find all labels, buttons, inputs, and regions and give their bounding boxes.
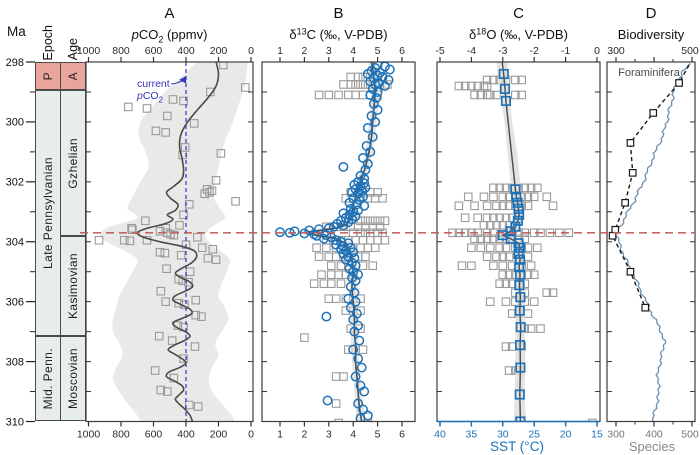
pco2-panel-content — [94, 62, 250, 422]
bottom-tick-label: 1 — [277, 429, 283, 441]
top-tick-label: 500 — [681, 45, 699, 57]
top-tick-label: -3 — [498, 45, 507, 57]
bottom-tick-label: 400 — [645, 429, 663, 441]
species-richness-curve — [614, 63, 691, 422]
panel-D-title: Biodiversity — [618, 27, 685, 42]
panel-A-letter: A — [164, 5, 174, 22]
bottom-tick-label: 500 — [681, 429, 699, 441]
top-tick-label: -5 — [435, 45, 444, 57]
bottom-tick-label: 400 — [177, 429, 195, 441]
bottom-tick-label: 6 — [399, 429, 405, 441]
bottom-tick-label: 200 — [210, 429, 228, 441]
ma-tick-label: 302 — [6, 177, 24, 189]
panel-C-title: δ18O (‰, V-PDB) — [469, 27, 568, 43]
annotation-arrow — [170, 76, 187, 85]
species-axis-title: Species — [629, 439, 676, 454]
top-tick-label: 4 — [350, 45, 356, 57]
top-tick-label: 3 — [326, 45, 332, 57]
top-tick-label: 800 — [112, 45, 130, 57]
d13c-loess-curve — [305, 62, 377, 422]
biodiversity-panel-content — [608, 63, 691, 422]
top-tick-label: 5 — [375, 45, 381, 57]
bottom-tick-label: 1000 — [77, 429, 101, 441]
panel-B-title: δ13C (‰, V-PDB) — [289, 27, 387, 43]
top-tick-label: -2 — [530, 45, 539, 57]
top-tick-label: 0 — [594, 45, 600, 57]
top-tick-label: 1000 — [77, 45, 101, 57]
sst-tick-label: 35 — [466, 429, 478, 441]
sst-axis: 40 35 30 25 20 15 SST (°C) — [434, 420, 603, 454]
sst-tick-label: 25 — [528, 429, 540, 441]
ma-axis-title: Ma — [7, 24, 26, 39]
bottom-tick-label: 3 — [326, 429, 332, 441]
top-tick-label: 300 — [607, 45, 625, 57]
panel-A-title: pCO2 (ppmv) — [131, 27, 208, 45]
foraminifera-squares — [608, 79, 683, 312]
sst-tick-label: 30 — [497, 429, 509, 441]
sst-tick-label: 15 — [591, 429, 603, 441]
top-tick-label: 2 — [301, 45, 307, 57]
ma-tick-label: 308 — [6, 356, 24, 368]
epoch-box-late-pennsylvanian: Late Pennsylvanian — [35, 90, 61, 337]
age-box-gzhelian: Gzhelian — [60, 90, 86, 236]
d13c-panel-content — [275, 62, 395, 422]
top-tick-label: 400 — [177, 45, 195, 57]
bottom-tick-label: 5 — [375, 429, 381, 441]
sst-tick-label: 20 — [560, 429, 572, 441]
bottom-tick-label: 600 — [145, 429, 163, 441]
top-tick-label: 200 — [210, 45, 228, 57]
bottom-tick-label: 2 — [301, 429, 307, 441]
top-tick-label: 0 — [248, 45, 254, 57]
ma-axis: 298 300 302 304 306 308 310 — [6, 57, 35, 428]
top-tick-label: 600 — [145, 45, 163, 57]
bottom-tick-label: 300 — [607, 429, 625, 441]
ma-tick-label: 304 — [6, 237, 24, 249]
panel-B-letter: B — [333, 5, 343, 22]
d13c-brachiopod-circles — [275, 62, 395, 422]
sst-tick-label: 40 — [434, 429, 446, 441]
pco2-loess-curve — [136, 62, 220, 422]
sst-axis-title: SST (°C) — [490, 439, 544, 454]
d18o-panel-content — [448, 62, 597, 422]
current-pco2-annotation-line2: pCO2 — [136, 90, 164, 105]
panel-D-letter: D — [646, 5, 657, 22]
ma-tick-label: 306 — [6, 296, 24, 308]
bottom-tick-label: 4 — [350, 429, 356, 441]
ma-tick-label: 298 — [6, 57, 24, 69]
bottom-tick-label: 0 — [248, 429, 254, 441]
top-tick-label: 6 — [399, 45, 405, 57]
panel-C-letter: C — [513, 5, 524, 22]
top-tick-label: -1 — [561, 45, 570, 57]
bottom-tick-label: 800 — [112, 429, 130, 441]
current-pco2-annotation-line1: current — [137, 78, 170, 90]
top-tick-label: 1 — [277, 45, 283, 57]
d18o-conodont-squares — [497, 68, 526, 422]
top-tick-label: -4 — [467, 45, 476, 57]
foraminifera-diversity-line — [611, 64, 690, 308]
ma-tick-label: 310 — [6, 416, 24, 428]
foraminifera-label: Foraminifera — [618, 67, 681, 79]
ma-tick-label: 300 — [6, 117, 24, 129]
